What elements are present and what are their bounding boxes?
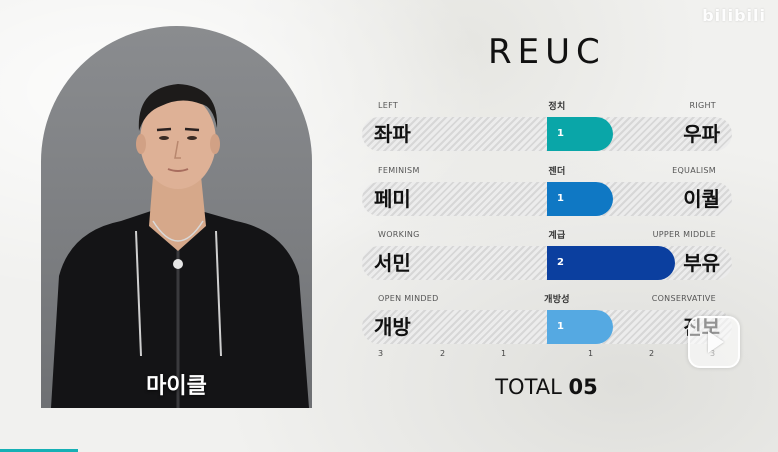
scale-track: 2: [362, 246, 732, 280]
tick-label: 3: [378, 349, 384, 358]
tick-label: 2: [649, 349, 655, 358]
scale-right-en: RIGHT: [689, 101, 716, 110]
scale-row-gender: FEMINISM 젠더 EQUALISM 1 페미 이퀄: [362, 166, 732, 218]
scale-value: 2: [557, 257, 564, 268]
total-value: 05: [568, 375, 598, 399]
scale-row-class: WORKING 계급 UPPER MIDDLE 2 서민 부유: [362, 230, 732, 282]
scale-left-en: LEFT: [378, 101, 399, 110]
scale-category: 젠더: [548, 167, 566, 177]
bilibili-logo: bilibili: [702, 6, 766, 25]
scale-ticks: 3 2 1 1 2 3: [362, 349, 732, 361]
tick-label: 2: [440, 349, 446, 358]
scale-fill: 1: [547, 310, 613, 344]
play-button[interactable]: [688, 316, 740, 368]
person-name: 마이클: [146, 374, 207, 399]
total-score: TOTAL 05: [0, 375, 778, 399]
scale-value: 1: [557, 321, 564, 332]
scale-right-ko: 부유: [683, 251, 720, 275]
scale-fill: 1: [547, 117, 613, 151]
play-icon: [708, 331, 724, 353]
tick-label: 1: [501, 349, 507, 358]
scale-value: 1: [557, 193, 564, 204]
scale-fill: 1: [547, 182, 613, 216]
scale-right-en: CONSERVATIVE: [651, 294, 716, 303]
scale-left-en: FEMINISM: [378, 166, 420, 175]
page-title: REUC: [488, 32, 606, 72]
scale-category: 개방성: [544, 295, 570, 305]
scale-track: 1: [362, 117, 732, 151]
scale-left-en: WORKING: [378, 230, 420, 239]
scale-track: 1: [362, 182, 732, 216]
scale-right-ko: 우파: [683, 122, 720, 146]
scale-row-politics: LEFT 정치 RIGHT 1 좌파 우파: [362, 101, 732, 153]
total-label: TOTAL: [495, 375, 562, 399]
scale-row-openness: OPEN MINDED 개방성 CONSERVATIVE 1 개방 진보: [362, 294, 732, 346]
portrait: 마이클: [41, 26, 312, 408]
scale-fill: 2: [547, 246, 675, 280]
scale-right-ko: 이퀄: [683, 187, 720, 211]
scale-category: 정치: [548, 102, 566, 112]
scale-right-en: UPPER MIDDLE: [652, 230, 716, 239]
scale-left-ko: 서민: [374, 251, 411, 275]
person-photo: [51, 84, 309, 408]
tick-label: 1: [588, 349, 594, 358]
watermark: bilibili: [696, 6, 766, 25]
scale-value: 1: [557, 128, 564, 139]
scale-track: 1: [362, 310, 732, 344]
progress-strip: [0, 449, 78, 452]
scale-right-en: EQUALISM: [672, 166, 716, 175]
scale-left-ko: 페미: [374, 187, 411, 211]
scale-left-ko: 좌파: [374, 122, 411, 146]
scale-category: 계급: [548, 231, 566, 241]
scale-left-ko: 개방: [374, 315, 411, 339]
scale-left-en: OPEN MINDED: [378, 294, 439, 303]
